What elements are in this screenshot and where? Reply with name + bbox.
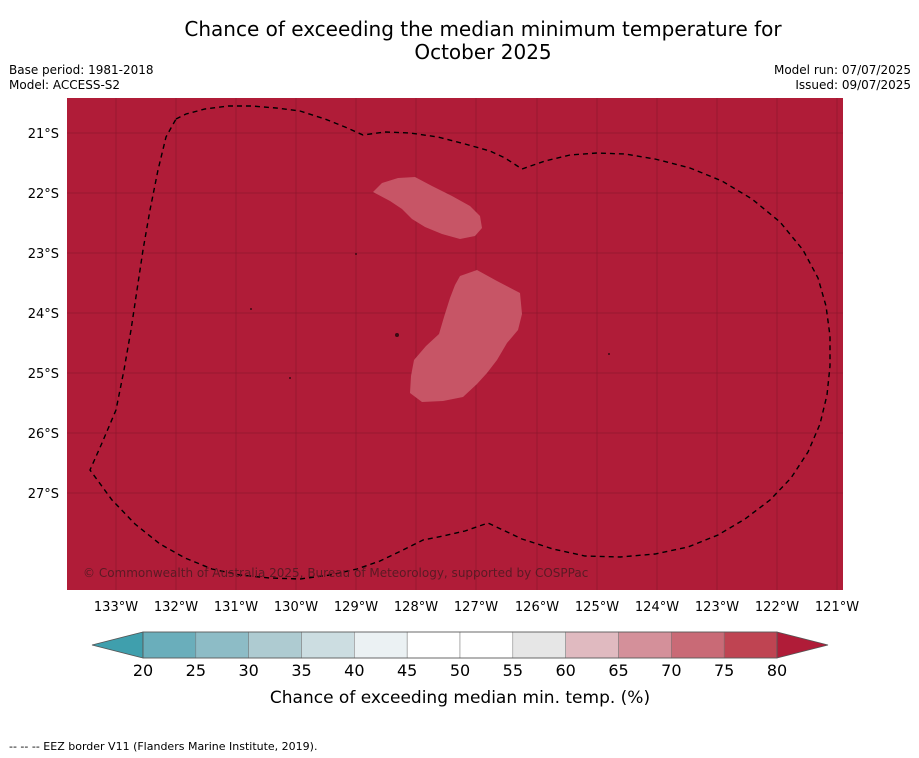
colorbar: 20 25 30 35 40 45 50 55 60 65 70 75 80 Chance of exc… <box>91 631 829 708</box>
colorbar-tick-label: 70 <box>661 661 681 680</box>
longitude-labels: 133°W 132°W 131°W 130°W 129°W 128°W 127°… <box>94 600 859 615</box>
eez-border <box>89 105 831 580</box>
colorbar-tick-label: 60 <box>555 661 575 680</box>
model-info: Base period: 1981-2018 Model: ACCESS-S2 <box>9 63 154 93</box>
colorbar-segment <box>459 631 514 659</box>
colorbar-segment <box>565 631 619 659</box>
colorbar-segment <box>248 631 302 659</box>
lon-label: 131°W <box>214 600 258 615</box>
colorbar-tick-label: 40 <box>344 661 364 680</box>
colorbar-segment <box>406 631 461 659</box>
colorbar-tick-label: 55 <box>503 661 523 680</box>
model-run-date: Model run: 07/07/2025 <box>773 63 911 77</box>
lon-label: 125°W <box>575 600 619 615</box>
colorbar-segment <box>142 631 197 659</box>
colorbar-tick-label: 50 <box>450 661 470 680</box>
colorbar-under-arrow <box>91 631 144 659</box>
eez-border-note: -- -- -- EEZ border V11 (Flanders Marine… <box>9 740 318 753</box>
colorbar-segments <box>142 631 778 659</box>
colorbar-segment <box>301 631 355 659</box>
base-period: Base period: 1981-2018 <box>9 63 154 77</box>
colorbar-tick-label: 20 <box>133 661 153 680</box>
chart-title: Chance of exceeding the median minimum t… <box>0 18 919 64</box>
lat-label: 21°S <box>28 127 59 142</box>
lat-label: 25°S <box>28 367 59 382</box>
colorbar-segment <box>512 631 566 659</box>
colorbar-segment <box>354 631 408 659</box>
title-line-2: October 2025 <box>414 40 552 64</box>
lon-label: 124°W <box>635 600 679 615</box>
colorbar-tick-label: 65 <box>608 661 628 680</box>
run-info: Model run: 07/07/2025 Issued: 09/07/2025 <box>774 63 911 93</box>
copyright-notice: © Commonwealth of Australia 2025, Bureau… <box>83 566 588 580</box>
colorbar-label: Chance of exceeding median min. temp. (%… <box>270 688 650 708</box>
lon-label: 123°W <box>695 600 739 615</box>
lon-label: 122°W <box>755 600 799 615</box>
lat-label: 26°S <box>28 427 59 442</box>
model-name: Model: ACCESS-S2 <box>9 78 121 92</box>
colorbar-tick-label: 75 <box>714 661 734 680</box>
colorbar-tick-label: 45 <box>397 661 417 680</box>
lon-label: 130°W <box>274 600 318 615</box>
island-marks <box>250 253 610 379</box>
colorbar-tick-label: 80 <box>767 661 787 680</box>
colorbar-segment <box>195 631 249 659</box>
colorbar-segment <box>723 631 778 659</box>
lat-label: 22°S <box>28 187 59 202</box>
colorbar-tick-label: 25 <box>186 661 206 680</box>
probability-patch-north <box>373 177 482 239</box>
colorbar-tick-label: 30 <box>238 661 258 680</box>
colorbar-outline <box>142 631 778 659</box>
latitude-labels: 21°S 22°S 23°S 24°S 25°S 26°S 27°S <box>28 127 59 502</box>
title-line-1: Chance of exceeding the median minimum t… <box>184 17 782 41</box>
issued-date: Issued: 09/07/2025 <box>795 78 911 92</box>
lat-label: 24°S <box>28 307 59 322</box>
lon-label: 127°W <box>454 600 498 615</box>
colorbar-tick-label: 35 <box>291 661 311 680</box>
lon-label: 121°W <box>815 600 859 615</box>
lat-label: 27°S <box>28 487 59 502</box>
colorbar-ticks: 20 25 30 35 40 45 50 55 60 65 70 75 80 <box>133 661 787 680</box>
colorbar-over-arrow <box>776 631 829 659</box>
lat-label: 23°S <box>28 247 59 262</box>
lon-label: 128°W <box>394 600 438 615</box>
lon-label: 133°W <box>94 600 138 615</box>
colorbar-segment <box>618 631 672 659</box>
colorbar-segment <box>671 631 725 659</box>
probability-patch-central <box>410 270 522 402</box>
lon-label: 132°W <box>154 600 198 615</box>
lon-label: 126°W <box>515 600 559 615</box>
lon-label: 129°W <box>334 600 378 615</box>
